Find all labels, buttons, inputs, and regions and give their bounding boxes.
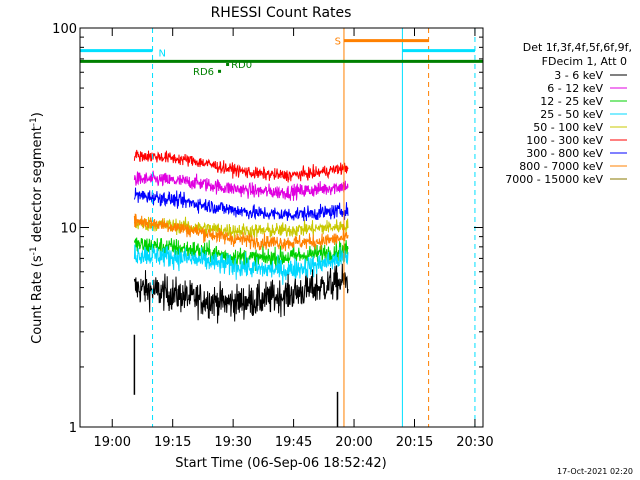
legend-entry-label: 300 - 800 keV xyxy=(526,147,603,160)
series-line xyxy=(133,213,349,252)
flag-label: N xyxy=(159,49,166,60)
x-tick-label: 19:00 xyxy=(94,435,131,450)
x-tick-label: 20:00 xyxy=(335,435,372,450)
series-layer xyxy=(133,149,349,427)
legend-entry-label: 6 - 12 keV xyxy=(547,82,603,95)
flag-label: RD6 xyxy=(193,67,214,78)
x-tick-label: 19:30 xyxy=(214,435,251,450)
series-line xyxy=(133,244,349,285)
legend-entry-label: 50 - 100 keV xyxy=(533,121,603,134)
legend-entry-label: 12 - 25 keV xyxy=(540,95,603,108)
series-line xyxy=(133,216,349,239)
x-tick-label: 20:15 xyxy=(396,435,433,450)
series-line xyxy=(133,149,349,183)
legend-entry-label: 7000 - 15000 keV xyxy=(505,173,603,186)
y-tick-label: 10 xyxy=(60,222,77,237)
x-tick-label: 19:15 xyxy=(154,435,191,450)
x-axis-label: Start Time (06-Sep-06 18:52:42) xyxy=(175,456,386,471)
legend-entry-label: 25 - 50 keV xyxy=(540,108,603,121)
y-tick-label: 100 xyxy=(52,22,77,37)
flag-point xyxy=(226,63,230,67)
x-tick-label: 19:45 xyxy=(275,435,312,450)
series-line xyxy=(133,263,349,324)
timestamp: 17-Oct-2021 02:20 xyxy=(557,467,633,476)
y-axis-label: Count Rate (s-1 detector segment-1) xyxy=(29,112,45,344)
axis-layer: 19:00 19:15 19:30 19:45 20:00 20:15 20:30 1 10 10… xyxy=(52,22,494,450)
legend-header-line2: FDecim 1, Att 0 xyxy=(542,55,627,68)
flag-layer: N S RD6 RD0 xyxy=(79,28,483,427)
legend-entry-label: 800 - 7000 keV xyxy=(519,160,603,173)
legend-header-line1: Det 1f,3f,4f,5f,6f,9f, xyxy=(523,41,632,54)
series-line xyxy=(133,170,349,201)
y-tick-label: 1 xyxy=(69,421,77,436)
flag-point xyxy=(218,69,222,73)
legend-entry-label: 100 - 300 keV xyxy=(526,134,603,147)
flag-label: RD0 xyxy=(231,60,252,71)
x-tick-label: 20:30 xyxy=(456,435,493,450)
series-line xyxy=(133,237,349,272)
series-line xyxy=(133,187,349,222)
flag-label: S xyxy=(335,37,341,48)
chart-title: RHESSI Count Rates xyxy=(211,5,352,21)
legend-entry-label: 3 - 6 keV xyxy=(554,69,603,82)
legend: Det 1f,3f,4f,5f,6f,9f, FDecim 1, Att 0 3… xyxy=(505,41,632,186)
